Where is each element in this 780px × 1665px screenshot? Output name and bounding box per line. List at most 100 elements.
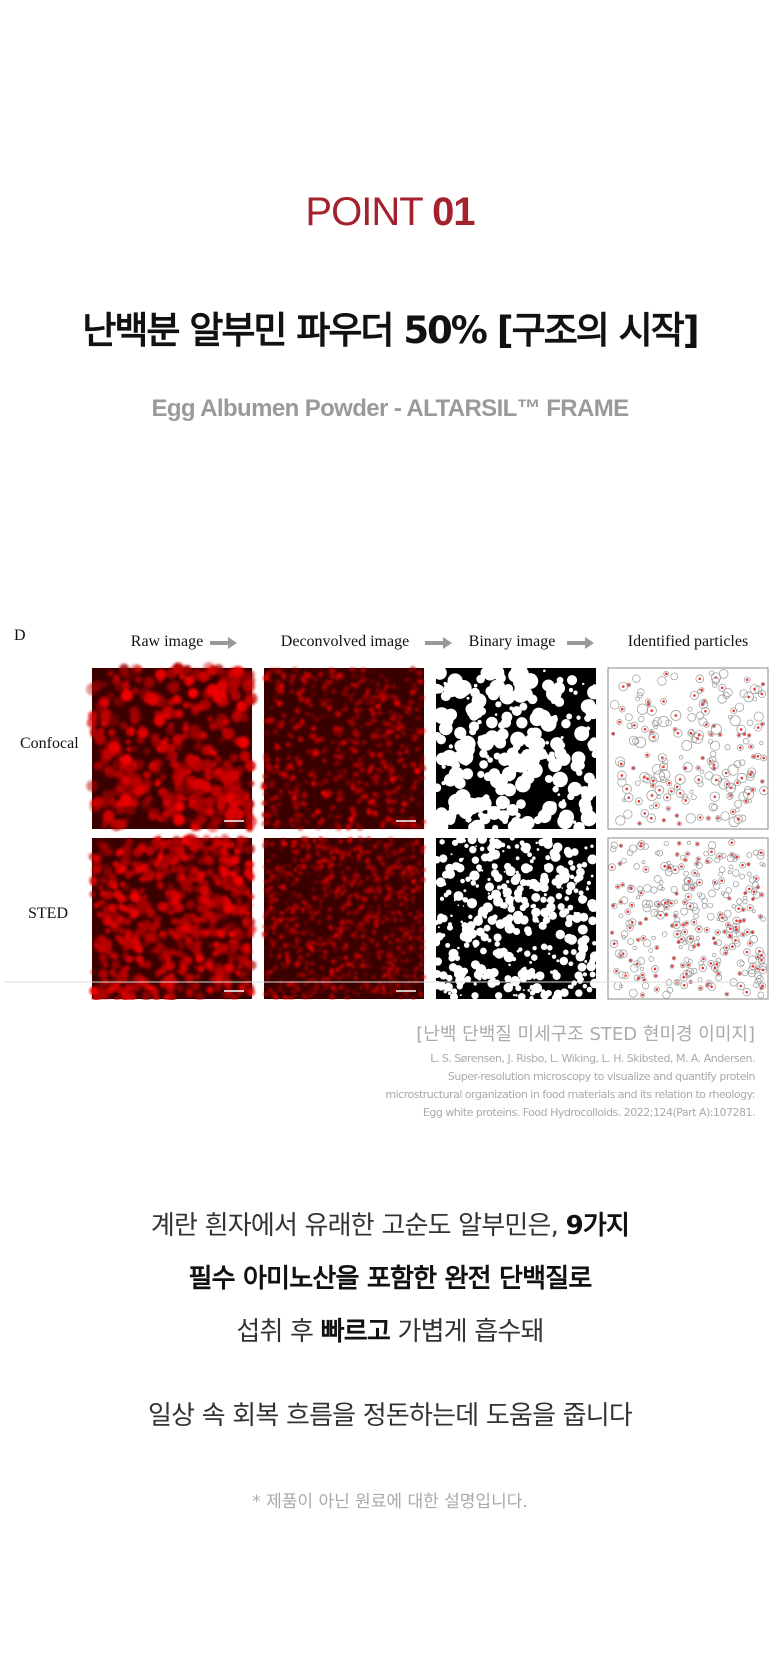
speck [357, 825, 363, 831]
speck [354, 951, 357, 955]
particle [629, 959, 632, 962]
blob [572, 820, 577, 824]
speck [239, 909, 246, 915]
particle [664, 901, 667, 905]
speck [306, 808, 310, 812]
speck [362, 963, 367, 969]
speck [331, 740, 335, 745]
blob [477, 770, 485, 778]
particle [702, 957, 705, 961]
blob [529, 960, 533, 964]
speck [89, 890, 96, 898]
particle [725, 992, 729, 996]
blob [493, 752, 501, 760]
blob [491, 863, 496, 867]
speck [274, 743, 279, 748]
speck [333, 933, 338, 938]
speck [295, 848, 301, 853]
outline [752, 849, 759, 856]
particle [731, 810, 735, 814]
speck [353, 868, 358, 873]
speck [387, 892, 392, 897]
speck [375, 950, 381, 956]
outline [746, 904, 754, 912]
blob [517, 969, 528, 979]
particle [689, 731, 693, 735]
speck [353, 732, 360, 738]
speck [100, 798, 110, 809]
outline [637, 957, 645, 965]
outline [734, 799, 743, 808]
speck [283, 917, 286, 921]
blob [487, 915, 497, 925]
speck [393, 699, 400, 706]
citation-line: Egg white proteins. Food Hydrocolloids. … [422, 1106, 756, 1119]
point-number: 01 [432, 190, 475, 234]
speck [386, 951, 392, 956]
speck [345, 780, 350, 784]
outline [646, 702, 651, 707]
speck [421, 845, 425, 849]
blob [576, 863, 583, 869]
speck [301, 836, 307, 841]
speck [321, 847, 324, 851]
speck [373, 803, 378, 807]
outline [700, 955, 707, 962]
speck [396, 910, 401, 915]
speck [400, 808, 406, 814]
speck [194, 991, 205, 1000]
speck [294, 925, 298, 929]
outline [714, 929, 721, 936]
speck [275, 984, 279, 988]
blob [556, 676, 564, 684]
speck [215, 905, 222, 912]
speck [286, 906, 291, 911]
speck [239, 712, 249, 723]
speck [99, 980, 106, 987]
particle [626, 910, 630, 914]
speck [180, 880, 190, 890]
speck [305, 944, 309, 948]
speck [389, 932, 395, 938]
speck [404, 975, 408, 978]
speck [390, 715, 396, 722]
blob [464, 975, 472, 983]
particle [631, 920, 634, 924]
speck [393, 927, 397, 931]
speck [269, 953, 273, 957]
speck [234, 848, 240, 855]
speck [410, 822, 417, 829]
particle [756, 955, 760, 959]
particle [683, 930, 687, 934]
speck [153, 844, 160, 851]
blob [469, 846, 477, 854]
speck [264, 911, 269, 916]
speck [328, 924, 333, 930]
blob [432, 818, 449, 834]
speck [418, 703, 422, 707]
speck [408, 727, 413, 732]
blob [502, 783, 516, 797]
blob [569, 874, 575, 880]
blob [437, 926, 440, 929]
blob [506, 867, 515, 876]
speck [248, 894, 255, 900]
particle [664, 672, 668, 676]
speck [279, 847, 283, 851]
outline [728, 942, 737, 951]
blob [486, 805, 493, 813]
speck [410, 888, 416, 893]
speck [285, 956, 290, 961]
blob [545, 855, 551, 861]
speck [165, 961, 175, 972]
speck [278, 948, 282, 952]
particle [761, 984, 764, 988]
speck [358, 905, 363, 911]
speck [117, 894, 126, 903]
speck [356, 761, 363, 768]
speck [114, 995, 120, 1000]
speck [247, 924, 257, 935]
outline [616, 719, 623, 726]
outline [622, 798, 626, 802]
blob [446, 924, 453, 931]
